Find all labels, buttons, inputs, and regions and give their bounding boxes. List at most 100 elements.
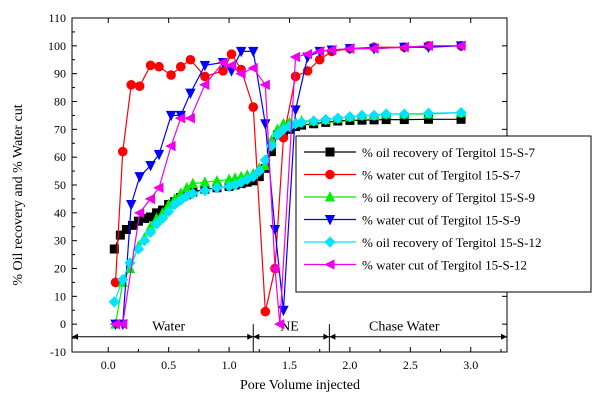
x-tick-label: 0.5 — [161, 358, 176, 372]
y-axis-title: % Oil recovery and % Water cut — [11, 104, 26, 285]
data-point — [422, 40, 433, 52]
data-point — [133, 207, 145, 219]
phase-arrowhead — [501, 333, 507, 340]
data-point — [259, 79, 270, 90]
y-tick-label: 80 — [54, 95, 66, 109]
phase-label: NE — [280, 320, 299, 335]
data-point — [344, 43, 355, 54]
y-tick-label: 110 — [48, 11, 66, 25]
data-point — [117, 274, 129, 286]
data-point — [134, 172, 145, 183]
data-point — [398, 42, 409, 53]
data-point — [145, 60, 156, 71]
legend-entry: % oil recovery of Tergitol 15-S-7 — [304, 145, 535, 160]
phase-arrowhead — [72, 333, 78, 340]
y-tick-label: 10 — [54, 289, 66, 303]
phase-label: Chase Water — [369, 320, 440, 335]
x-tick-label: 2.5 — [403, 358, 418, 372]
series-6 — [109, 40, 466, 330]
phase-arrowhead — [253, 333, 260, 340]
y-tick-label: 20 — [54, 262, 66, 276]
data-point — [455, 40, 466, 52]
data-point — [320, 113, 332, 126]
data-point — [344, 111, 356, 123]
phase-arrowhead — [247, 333, 254, 340]
data-point — [235, 68, 246, 79]
data-point — [153, 182, 164, 193]
y-tick-label: 90 — [54, 67, 66, 81]
phase-label: Water — [152, 320, 185, 335]
data-point — [247, 171, 259, 183]
legend-marker — [324, 259, 335, 270]
legend-label: % oil recovery of Tergitol 15-S-12 — [362, 235, 542, 250]
x-tick-label: 1.5 — [282, 358, 297, 372]
data-point — [138, 235, 151, 247]
phase-annotations: Water NE Chase Water — [72, 320, 507, 352]
legend-entry: % oil recovery of Tergitol 15-S-12 — [304, 235, 542, 250]
x-tick-label: 2.0 — [342, 358, 357, 372]
data-point — [150, 218, 163, 230]
legend-label: % water cut of Tergitol 15-S-7 — [362, 168, 521, 183]
x-tick-label: 0.0 — [101, 358, 116, 372]
data-point — [271, 129, 284, 141]
data-point — [134, 81, 145, 91]
legend-entry: % water cut of Tergitol 15-S-12 — [304, 258, 527, 273]
data-point — [269, 225, 281, 236]
data-point — [289, 51, 301, 63]
data-point — [108, 296, 120, 308]
data-point — [109, 244, 119, 254]
data-point — [253, 165, 265, 177]
y-tick-label: 0 — [60, 317, 66, 331]
data-point — [187, 187, 199, 199]
data-point — [154, 61, 164, 72]
y-tick-label: 70 — [54, 122, 66, 136]
legend-label: % oil recovery of Tergitol 15-S-9 — [362, 190, 535, 205]
y-tick-label: 30 — [54, 234, 66, 248]
legend-entry: % oil recovery of Tergitol 15-S-9 — [304, 190, 535, 205]
data-point — [126, 80, 137, 90]
series-5 — [108, 107, 467, 308]
data-point — [273, 318, 285, 330]
data-point — [313, 46, 325, 57]
data-point — [247, 62, 258, 74]
x-tick-label: 3.0 — [463, 358, 478, 372]
data-point — [235, 46, 247, 58]
data-point — [269, 263, 280, 274]
data-point — [115, 230, 125, 240]
data-point — [356, 109, 368, 122]
data-point — [117, 146, 128, 157]
legend-entry: % water cut of Tergitol 15-S-7 — [304, 168, 521, 183]
legend-marker — [325, 169, 335, 180]
data-point — [248, 102, 259, 112]
data-point — [295, 116, 308, 128]
data-point — [398, 108, 410, 120]
legend-entry: % water cut of Tergitol 15-S-9 — [304, 213, 521, 228]
phase-arrowhead — [323, 333, 330, 340]
data-point — [325, 44, 337, 56]
data-point — [175, 61, 186, 72]
data-point — [126, 199, 137, 211]
data-point — [199, 79, 210, 90]
data-point — [157, 212, 169, 225]
data-point — [260, 119, 271, 130]
series-group — [108, 40, 467, 331]
data-point — [163, 205, 175, 218]
data-point — [199, 184, 211, 197]
data-point — [332, 112, 344, 124]
data-point — [455, 107, 467, 119]
data-point — [290, 71, 301, 82]
data-point — [217, 57, 228, 68]
data-point — [184, 113, 195, 124]
data-point — [124, 257, 136, 269]
data-point — [368, 109, 380, 122]
legend-marker — [324, 236, 336, 248]
legend-marker — [324, 215, 336, 226]
y-tick-label: 60 — [54, 150, 66, 164]
data-point — [165, 140, 176, 152]
data-point — [211, 182, 223, 194]
data-point — [226, 49, 237, 59]
y-tick-label: -10 — [50, 345, 66, 359]
data-point — [199, 60, 211, 72]
axes: 0.0 0.5 1.0 1.5 2.0 2.5 3.0 -10 0 10 20 30 40 50 60 70 8… — [48, 11, 507, 372]
